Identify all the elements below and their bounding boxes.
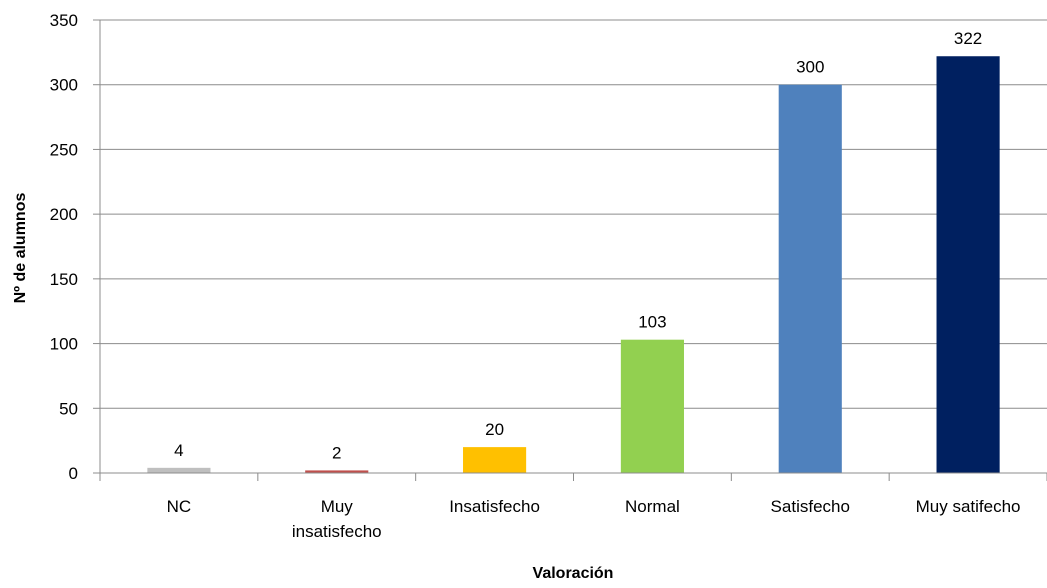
data-label: 300 — [796, 58, 824, 77]
data-label: 103 — [638, 313, 666, 332]
bar — [147, 467, 211, 473]
gridlines — [100, 19, 1047, 409]
axes — [93, 19, 1047, 481]
x-tick-label: Satisfecho — [771, 497, 850, 516]
x-axis-title: Valoración — [533, 565, 614, 582]
bar — [778, 84, 842, 473]
x-tick-label: Normal — [625, 497, 680, 516]
bars — [147, 56, 1000, 474]
labels: 0 50 100 150 200 250 300 350 4 NC 2 Muy insatisfecho… — [50, 11, 1021, 541]
data-label: 4 — [174, 441, 183, 460]
y-tick-label: 300 — [50, 76, 78, 95]
y-tick-label: 350 — [50, 11, 78, 30]
bar — [936, 56, 1000, 474]
x-tick-label: NC — [167, 497, 192, 516]
y-axis-title: Nº de alumnos — [12, 193, 29, 304]
y-tick-label: 50 — [59, 399, 78, 418]
x-tick-label: Muy satifecho — [916, 497, 1021, 516]
x-tick-label: insatisfecho — [292, 522, 382, 541]
y-tick-label: 0 — [69, 464, 78, 483]
data-label: 2 — [332, 443, 341, 462]
data-label: 20 — [485, 420, 504, 439]
y-tick-label: 150 — [50, 270, 78, 289]
x-tick-label: Muy — [321, 497, 354, 516]
bar — [620, 339, 684, 473]
y-tick-label: 250 — [50, 140, 78, 159]
x-tick-label: Insatisfecho — [449, 497, 540, 516]
bar — [305, 470, 369, 473]
data-label: 322 — [954, 29, 982, 48]
bar — [463, 447, 527, 473]
y-tick-label: 200 — [50, 205, 78, 224]
y-tick-label: 100 — [50, 335, 78, 354]
